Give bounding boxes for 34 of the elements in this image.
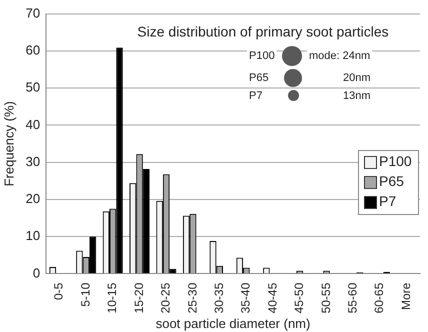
y-tick-label: 50: [26, 80, 40, 95]
x-tick-label: 25-30: [185, 282, 200, 314]
x-tick-label: 10-15: [105, 282, 120, 314]
y-tick-label: 0: [32, 265, 40, 280]
x-tick-label: 55-60: [346, 282, 360, 314]
y-axis-title: Frequency (%): [1, 101, 16, 186]
y-tick-label: 20: [26, 191, 40, 206]
legend-label: P65: [379, 172, 404, 189]
y-tick-label: 10: [26, 228, 40, 244]
x-tick-label: 35-40: [238, 282, 253, 314]
x-tick-label: 60-65: [372, 282, 386, 314]
legend-label: P7: [379, 192, 396, 209]
annotation: 13nm: [343, 90, 371, 102]
annotation: mode: 24nm: [309, 50, 370, 62]
x-tick-label: More: [398, 282, 413, 310]
x-tick-label: 45-50: [292, 282, 306, 314]
x-tick-label: 5-10: [78, 282, 92, 307]
y-tick-label: 60: [26, 42, 40, 58]
y-tick-label: 40: [26, 116, 40, 132]
x-tick-label: 30-35: [212, 282, 226, 314]
x-tick-label: 50-55: [318, 282, 333, 314]
annotation: P65: [249, 72, 269, 84]
text: Size distribution of primary soot particles: [137, 24, 389, 40]
y-tick-label: 30: [26, 154, 40, 169]
y-tick-label: 70: [26, 5, 40, 20]
x-axis-title: soot particle diameter (nm): [156, 316, 310, 331]
annotation: P7: [249, 90, 262, 102]
x-tick-label: 15-20: [132, 282, 146, 314]
x-tick-label: 40-45: [265, 282, 280, 314]
x-tick-label: 20-25: [158, 282, 173, 314]
legend-label: P100: [379, 152, 412, 169]
x-tick-label: 0-5: [52, 282, 66, 300]
annotation: P100: [249, 50, 275, 62]
annotation: 20nm: [343, 72, 371, 84]
